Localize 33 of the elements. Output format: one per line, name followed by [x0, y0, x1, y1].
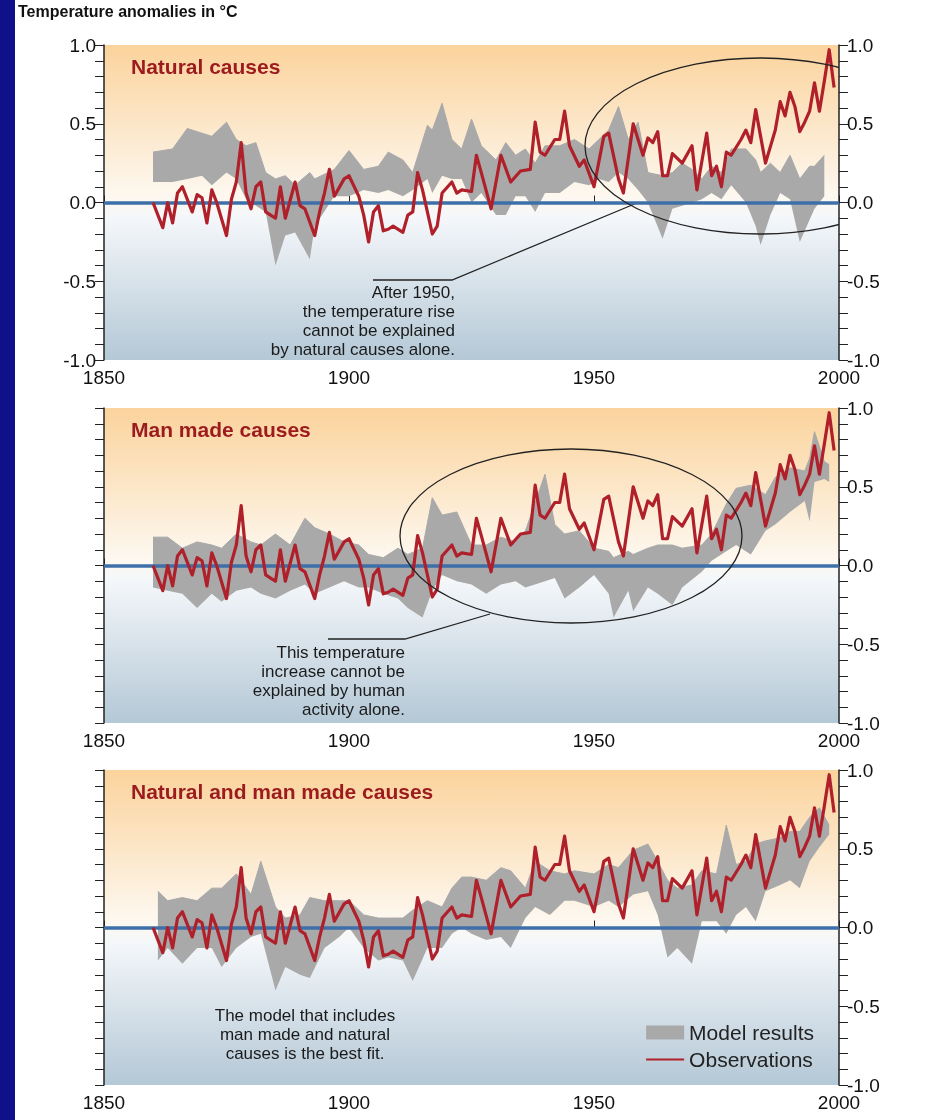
y2-tick-label: 0.5	[847, 838, 874, 860]
y2-tick-label: 1.0	[847, 34, 874, 56]
y2-tick-label: 0.0	[847, 555, 874, 576]
y-tick-label: 0.0	[69, 192, 96, 213]
chart-title: Natural causes	[131, 55, 281, 78]
x-tick-label: 1950	[572, 367, 616, 388]
y2-tick-label: -0.5	[847, 270, 880, 292]
y2-tick-label: 1.0	[847, 759, 874, 781]
chart-title: Natural and man made causes	[131, 780, 434, 803]
y2-tick-label: -0.5	[847, 995, 880, 1017]
x-tick-label: 1950	[572, 1092, 616, 1113]
chart-title: Man made causes	[131, 418, 311, 441]
annotation: The model that includes man made and natural causes is the best fit.	[214, 1006, 396, 1063]
y2-tick-label: 0.5	[847, 113, 874, 135]
y2-tick-label: 1.0	[847, 397, 874, 419]
y2-tick-label: 0.5	[847, 476, 874, 498]
legend-label: Observations	[689, 1048, 813, 1071]
annotation: After 1950, the temperature rise cannot be explained by natural causes alone.	[270, 283, 455, 359]
legend-label: Model results	[689, 1021, 815, 1044]
y-tick-label: 0.5	[69, 113, 96, 135]
y-tick-label: -0.5	[63, 270, 96, 292]
x-tick-label: 1900	[327, 730, 371, 751]
x-tick-label: 1900	[327, 367, 371, 388]
x-tick-label: 1900	[327, 1092, 371, 1113]
y-axis-title: Temperature anomalies in °C	[18, 2, 238, 20]
y-tick-label: 1.0	[69, 34, 96, 56]
y2-tick-label: 0.0	[847, 917, 874, 938]
annotation: This temperature increase cannot be explained by human activity alone.	[252, 643, 405, 719]
x-tick-label: 1850	[82, 730, 126, 751]
x-tick-label: 1950	[572, 730, 616, 751]
x-tick-label: 1850	[82, 1092, 126, 1113]
y2-tick-label: -0.5	[847, 633, 880, 655]
y2-tick-label: 0.0	[847, 192, 874, 213]
